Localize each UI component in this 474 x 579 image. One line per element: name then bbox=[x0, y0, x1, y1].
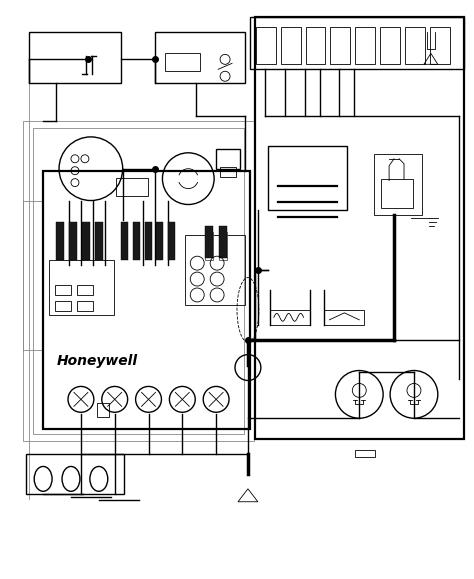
Bar bbox=[268, 146, 347, 210]
Bar bbox=[205, 232, 213, 260]
Bar bbox=[55, 285, 71, 295]
Bar bbox=[168, 222, 175, 260]
Bar bbox=[380, 27, 400, 64]
Bar bbox=[121, 222, 128, 260]
Bar bbox=[205, 226, 213, 258]
Bar bbox=[165, 53, 200, 71]
Bar bbox=[56, 222, 64, 260]
Bar bbox=[219, 226, 227, 258]
Bar bbox=[405, 27, 425, 64]
Bar bbox=[374, 154, 422, 215]
Bar bbox=[23, 121, 254, 441]
Bar bbox=[29, 31, 121, 83]
Bar bbox=[145, 222, 152, 260]
Bar bbox=[356, 27, 375, 64]
Bar bbox=[255, 17, 464, 439]
Bar bbox=[33, 128, 244, 434]
Bar bbox=[306, 27, 326, 64]
Bar bbox=[216, 149, 240, 168]
Bar bbox=[250, 17, 464, 69]
Bar bbox=[256, 27, 276, 64]
Bar bbox=[219, 232, 227, 260]
Bar bbox=[77, 285, 93, 295]
Bar bbox=[82, 222, 90, 260]
Bar bbox=[185, 235, 245, 305]
Bar bbox=[95, 222, 103, 260]
Bar bbox=[281, 27, 301, 64]
Bar bbox=[381, 179, 413, 208]
Bar bbox=[270, 310, 310, 325]
Bar bbox=[116, 178, 147, 196]
Bar bbox=[356, 450, 375, 457]
Bar bbox=[155, 31, 245, 83]
Bar bbox=[69, 222, 77, 260]
Text: Honeywell: Honeywell bbox=[57, 354, 138, 368]
Bar bbox=[330, 27, 350, 64]
Bar bbox=[220, 167, 236, 177]
Bar bbox=[97, 404, 109, 417]
Bar bbox=[43, 171, 250, 429]
Bar bbox=[77, 301, 93, 311]
Bar bbox=[133, 222, 139, 260]
Bar bbox=[430, 27, 450, 64]
Bar bbox=[55, 301, 71, 311]
Bar bbox=[156, 222, 164, 260]
Bar bbox=[49, 260, 114, 315]
Bar bbox=[325, 310, 364, 325]
Bar bbox=[26, 454, 124, 494]
